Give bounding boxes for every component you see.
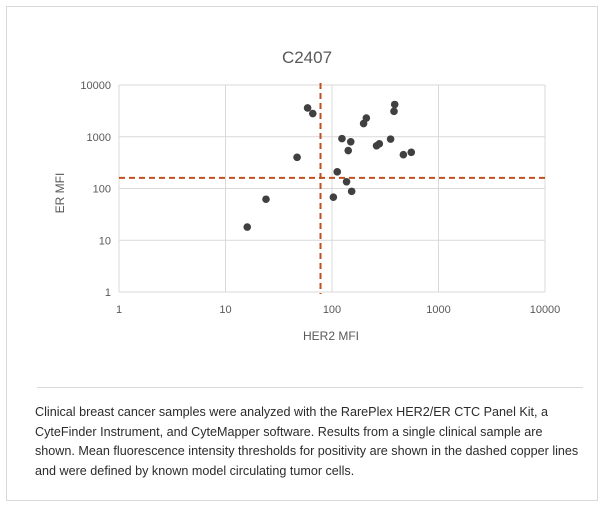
data-point	[303, 104, 312, 112]
data-point	[329, 193, 338, 201]
data-point	[342, 177, 351, 186]
x-tick-label: 100	[323, 304, 341, 316]
y-tick-label: 1	[105, 287, 111, 299]
data-point	[347, 187, 356, 196]
data-point	[344, 146, 353, 155]
y-tick-label: 10	[99, 235, 111, 247]
data-point	[362, 114, 371, 122]
tick-labels: 1 10 100 1000 10000 1 10 100 1000 10000	[80, 80, 560, 316]
y-tick-label: 100	[93, 184, 111, 196]
data-point	[399, 150, 408, 159]
y-tick-label: 10000	[80, 80, 111, 92]
y-axis-label: ER MFI	[53, 173, 67, 214]
scatter-chart: C2407 1 10 100 1000 10000 1 10 100 1000 10000 HER…	[53, 48, 560, 343]
data-point	[346, 137, 355, 146]
data-point	[333, 168, 342, 176]
y-tick-label: 1000	[87, 132, 111, 144]
caption-divider	[37, 387, 583, 388]
data-point	[386, 135, 395, 143]
data-point	[243, 223, 252, 231]
figure-caption: Clinical breast cancer samples were anal…	[35, 405, 579, 478]
grid	[118, 84, 546, 293]
data-point	[293, 153, 301, 162]
x-tick-label: 1	[116, 304, 122, 316]
figure-frame: C2407 1 10 100 1000 10000 1 10 100 1000 10000 HER…	[6, 6, 598, 501]
chart-title: C2407	[282, 48, 332, 67]
threshold-lines	[119, 83, 545, 294]
x-axis-label: HER2 MFI	[303, 329, 359, 343]
data-point	[338, 134, 346, 143]
data-point	[407, 148, 416, 157]
x-tick-label: 1000	[426, 304, 450, 316]
x-tick-label: 10	[219, 304, 231, 316]
data-point	[375, 140, 384, 148]
data-point	[390, 100, 399, 109]
data-point	[390, 107, 398, 116]
x-tick-label: 10000	[530, 304, 561, 316]
data-point	[262, 195, 270, 204]
data-points	[243, 100, 416, 231]
data-point	[308, 109, 317, 118]
